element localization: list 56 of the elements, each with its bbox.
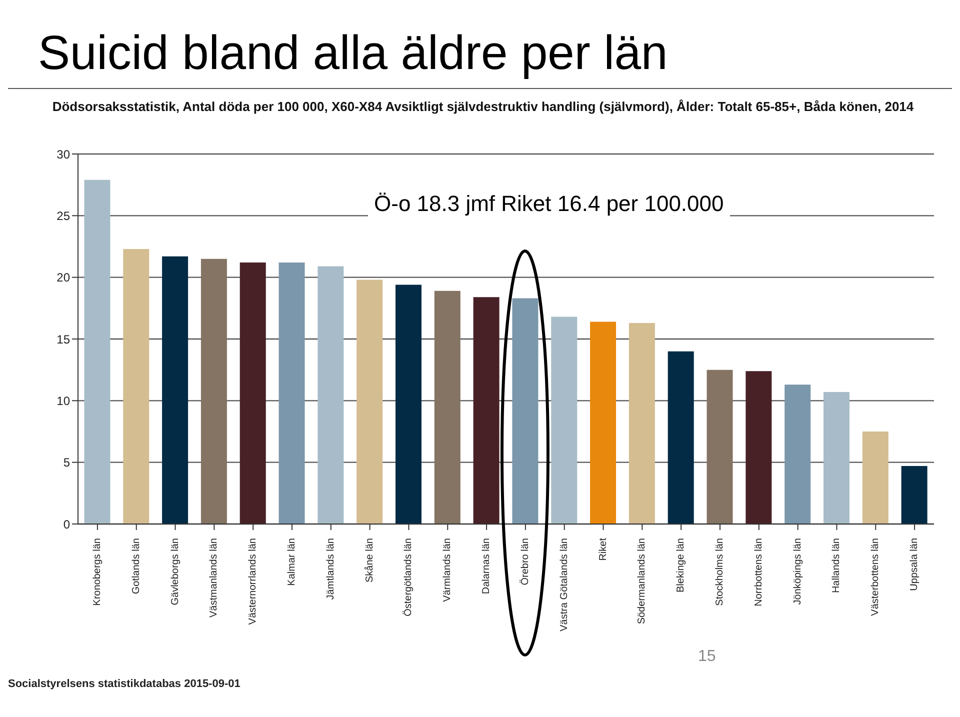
x-tick-label: Kronobergs län xyxy=(92,538,103,606)
bar xyxy=(473,297,500,524)
bar xyxy=(278,262,305,524)
x-tick-label: Norrbottens län xyxy=(753,538,764,606)
y-tick-label: 10 xyxy=(56,394,70,408)
bar xyxy=(240,262,266,524)
bar xyxy=(746,371,772,524)
x-tick-label: Västerbottens län xyxy=(870,538,882,616)
bar xyxy=(356,280,383,524)
bar xyxy=(162,256,188,524)
x-tick-label: Blekinge län xyxy=(676,538,687,592)
x-tick-label: Stockholms län xyxy=(714,538,726,606)
x-tick-label: Jämtlands län xyxy=(325,538,336,600)
x-tick-label: Hallands län xyxy=(831,538,842,594)
chart-title: Suicid bland alla äldre per län xyxy=(38,26,668,82)
x-tick-label: Dalarnas län xyxy=(481,538,492,594)
bar xyxy=(824,392,850,524)
chart-subtitle: Dödsorsaksstatistik, Antal döda per 100 000, X60-X84 Avsiktligt självdestruktiv handling (självmord), Ålder: Totalt 65-85+, Båda könen, 2014 xyxy=(51,98,915,115)
bar xyxy=(200,258,227,524)
y-tick-label: 25 xyxy=(56,208,70,223)
bar xyxy=(84,180,110,524)
x-tick-label: Västernorrlands län xyxy=(248,538,259,625)
y-tick-label: 30 xyxy=(56,147,70,162)
bar xyxy=(668,351,694,524)
y-tick-label: 15 xyxy=(56,332,70,346)
bar xyxy=(123,248,150,524)
bar xyxy=(706,370,733,524)
text: 15 xyxy=(698,648,716,666)
x-tick-label: Kalmar län xyxy=(286,538,298,586)
bar xyxy=(784,384,811,524)
x-tick-label: Södermanlands län xyxy=(636,538,648,624)
bar xyxy=(862,432,888,524)
x-tick-label: Västra Götalands län xyxy=(558,538,570,632)
bar xyxy=(396,284,422,524)
x-tick-label: Örebro län xyxy=(518,538,531,586)
x-tick-label: Gävleborgs län xyxy=(170,538,181,606)
bar xyxy=(434,290,460,524)
bar xyxy=(512,298,538,524)
bar xyxy=(590,322,616,524)
bar xyxy=(901,466,928,524)
x-tick-label: Gotlands län xyxy=(130,538,142,594)
annotation: Ö-o 18.3 jmf Riket 16.4 per 100.000 xyxy=(368,191,730,217)
text: Socialstyrelsens statistikdatabas 2015-09-01 xyxy=(8,678,240,690)
y-tick-label: 0 xyxy=(63,517,70,532)
x-tick-label: Uppsala län xyxy=(909,538,920,591)
x-tick-label: Östergötlands län xyxy=(402,538,414,616)
x-tick-label: Värmlands län xyxy=(442,538,454,602)
x-tick-label: Jönköpings län xyxy=(792,538,804,605)
x-tick-label: Skåne län xyxy=(363,538,376,582)
x-tick-label: Riket xyxy=(598,538,609,561)
y-tick-label: 20 xyxy=(56,270,70,285)
y-tick-label: 5 xyxy=(63,456,70,470)
bar xyxy=(628,322,655,524)
bar xyxy=(551,316,578,524)
x-tick-label: Västmanlands län xyxy=(208,538,220,618)
bar xyxy=(318,266,344,524)
